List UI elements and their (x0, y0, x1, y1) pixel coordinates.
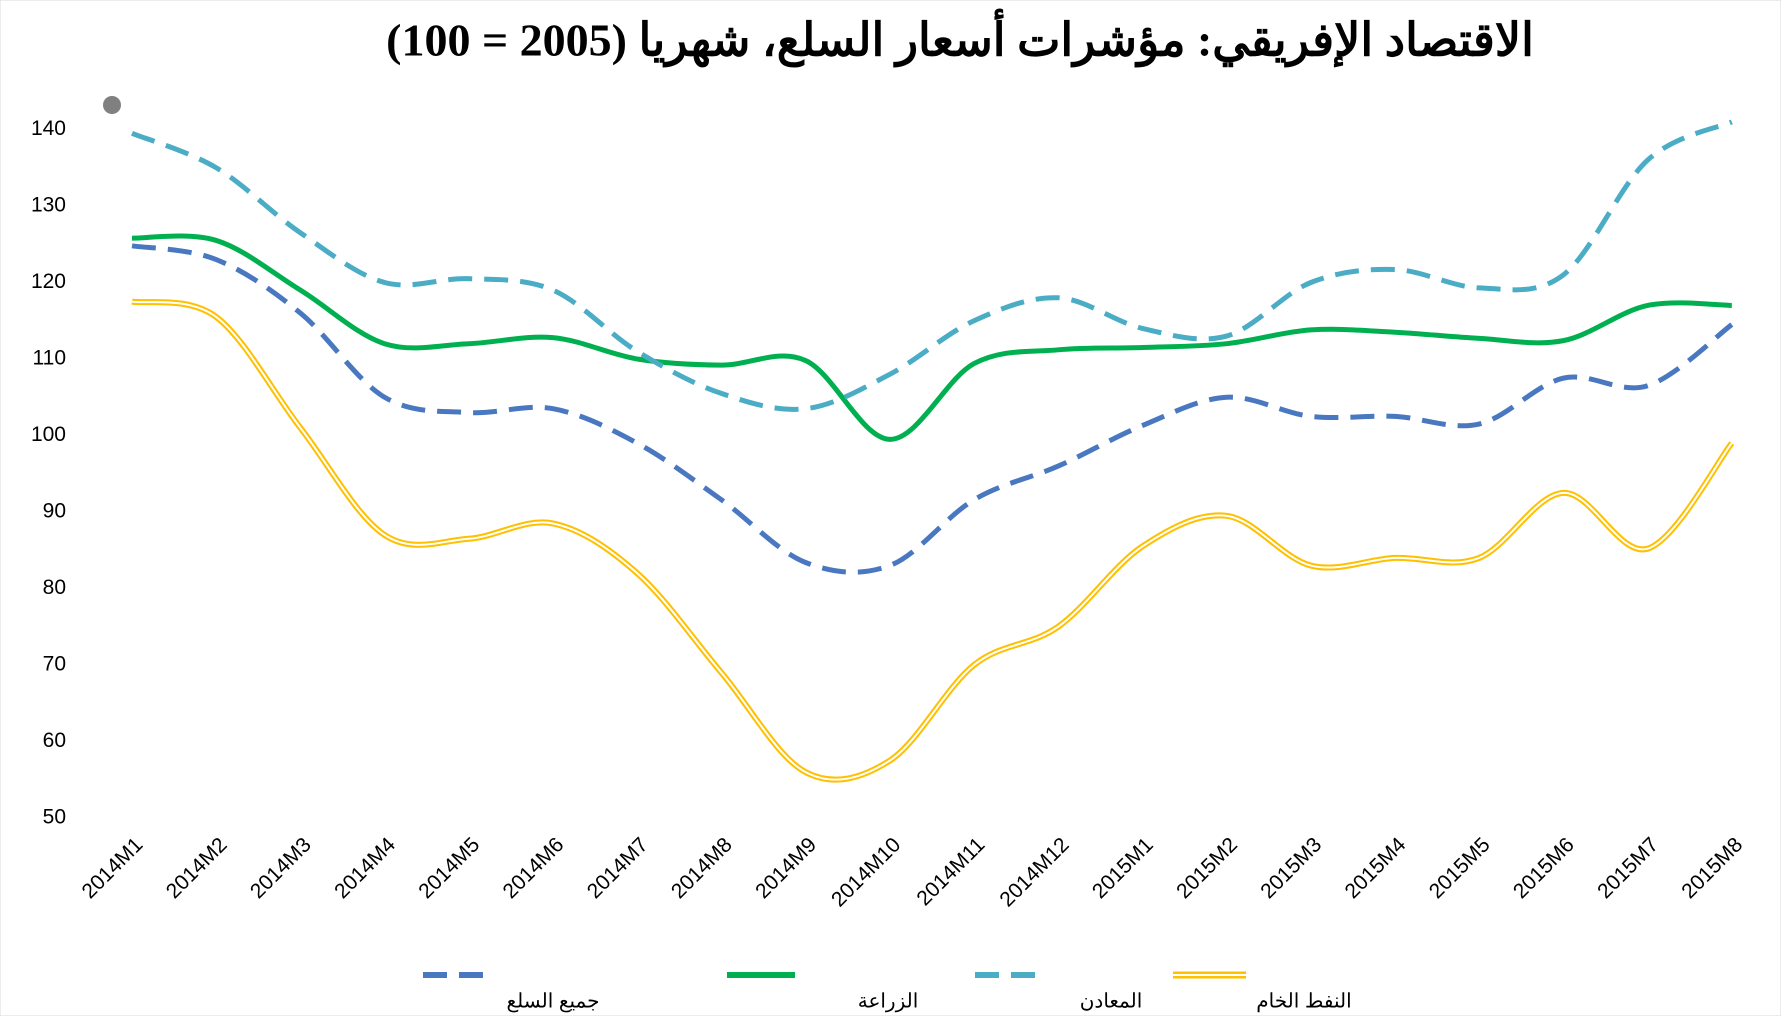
y-tick-label: 50 (43, 806, 66, 829)
legend-label: الزراعة (858, 990, 919, 1012)
series-line (131, 243, 1734, 575)
y-tick-label: 80 (43, 576, 66, 599)
dot (103, 96, 121, 114)
legend-label: المعادن (1080, 990, 1143, 1012)
legend-label: جميع السلع (507, 990, 600, 1012)
series-line (131, 119, 1733, 412)
y-tick-label: 100 (31, 423, 66, 446)
y-tick-label: 60 (43, 729, 66, 752)
y-tick-label: 90 (43, 500, 66, 523)
y-tick-label: 130 (31, 194, 66, 217)
legend-label: النفط الخام (1256, 990, 1351, 1012)
series-line (131, 233, 1732, 442)
y-tick-label: 140 (31, 117, 66, 140)
y-tick-label: 110 (33, 347, 66, 370)
series-line-inner (131, 300, 1733, 781)
chart-title: الاقتصاد الإفريقي: مؤشرات أسعار السلع، ش… (386, 9, 1534, 69)
y-tick-label: 70 (43, 653, 66, 676)
y-tick-label: 120 (31, 270, 66, 293)
